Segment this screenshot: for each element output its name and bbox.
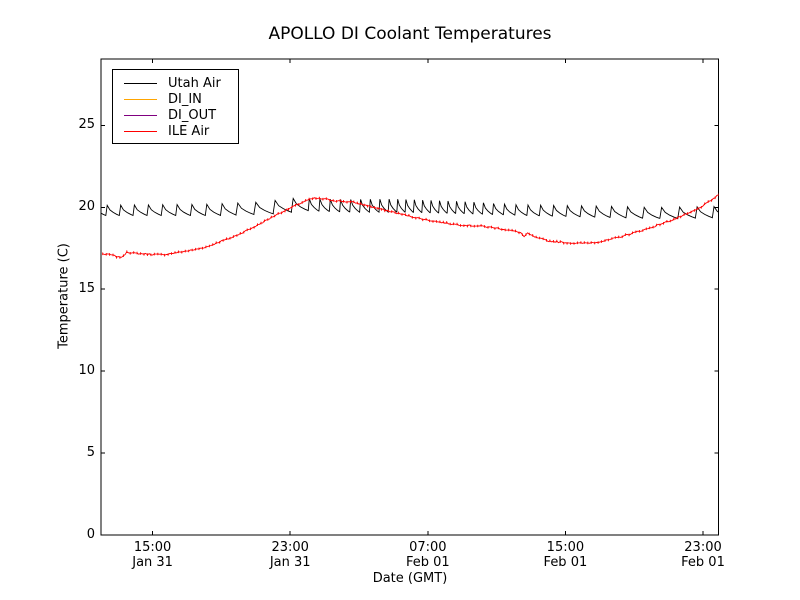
legend-label: DI_OUT bbox=[168, 107, 217, 123]
x-tick-label: 15:00 Jan 31 bbox=[113, 540, 193, 570]
chart-title: APOLLO DI Coolant Temperatures bbox=[268, 24, 552, 44]
x-tick-time: 23:00 bbox=[271, 540, 309, 555]
y-tick-label: 15 bbox=[78, 281, 95, 297]
series-utah-air-line bbox=[101, 197, 719, 220]
x-axis-label: Date (GMT) bbox=[372, 571, 448, 586]
y-tick-label: 5 bbox=[86, 445, 95, 461]
x-tick-label: 23:00 Jan 31 bbox=[250, 540, 330, 570]
x-tick-date: Jan 31 bbox=[269, 555, 311, 570]
y-axis-label: Temperature (C) bbox=[56, 243, 72, 349]
x-tick-time: 07:00 bbox=[409, 540, 447, 555]
x-tick-date: Feb 01 bbox=[681, 555, 725, 570]
legend-item-di-out: DI_OUT bbox=[113, 107, 238, 123]
legend-label: ILE Air bbox=[168, 123, 210, 139]
legend-line-sample bbox=[124, 114, 157, 116]
y-tick-label: 10 bbox=[78, 363, 95, 379]
legend-label: Utah Air bbox=[168, 75, 221, 91]
legend-item-utah-air: Utah Air bbox=[113, 75, 238, 91]
x-tick-time: 15:00 bbox=[546, 540, 585, 555]
y-tick-label: 20 bbox=[78, 199, 95, 215]
y-tick-label: 0 bbox=[86, 527, 95, 542]
x-tick-label: 07:00 Feb 01 bbox=[388, 540, 468, 570]
x-tick-label: 23:00 Feb 01 bbox=[663, 540, 743, 570]
legend: Utah Air DI_IN DI_OUT ILE Air bbox=[112, 69, 239, 144]
legend-label: DI_IN bbox=[168, 91, 202, 107]
y-tick-label: 25 bbox=[78, 117, 95, 133]
x-tick-date: Feb 01 bbox=[405, 555, 450, 570]
series-ile-air-line bbox=[102, 193, 719, 259]
legend-line-sample bbox=[124, 82, 157, 84]
axis-ticks bbox=[101, 59, 719, 536]
x-tick-time: 15:00 bbox=[133, 540, 172, 555]
plot-frame bbox=[100, 58, 719, 536]
legend-item-ile-air: ILE Air bbox=[113, 123, 238, 139]
x-tick-time: 23:00 bbox=[684, 540, 722, 555]
x-tick-label: 15:00 Feb 01 bbox=[525, 540, 605, 570]
x-tick-date: Feb 01 bbox=[543, 555, 588, 570]
legend-item-di-in: DI_IN bbox=[113, 91, 238, 107]
x-tick-date: Jan 31 bbox=[132, 555, 173, 570]
legend-line-sample bbox=[124, 130, 157, 132]
legend-line-sample bbox=[124, 98, 157, 100]
